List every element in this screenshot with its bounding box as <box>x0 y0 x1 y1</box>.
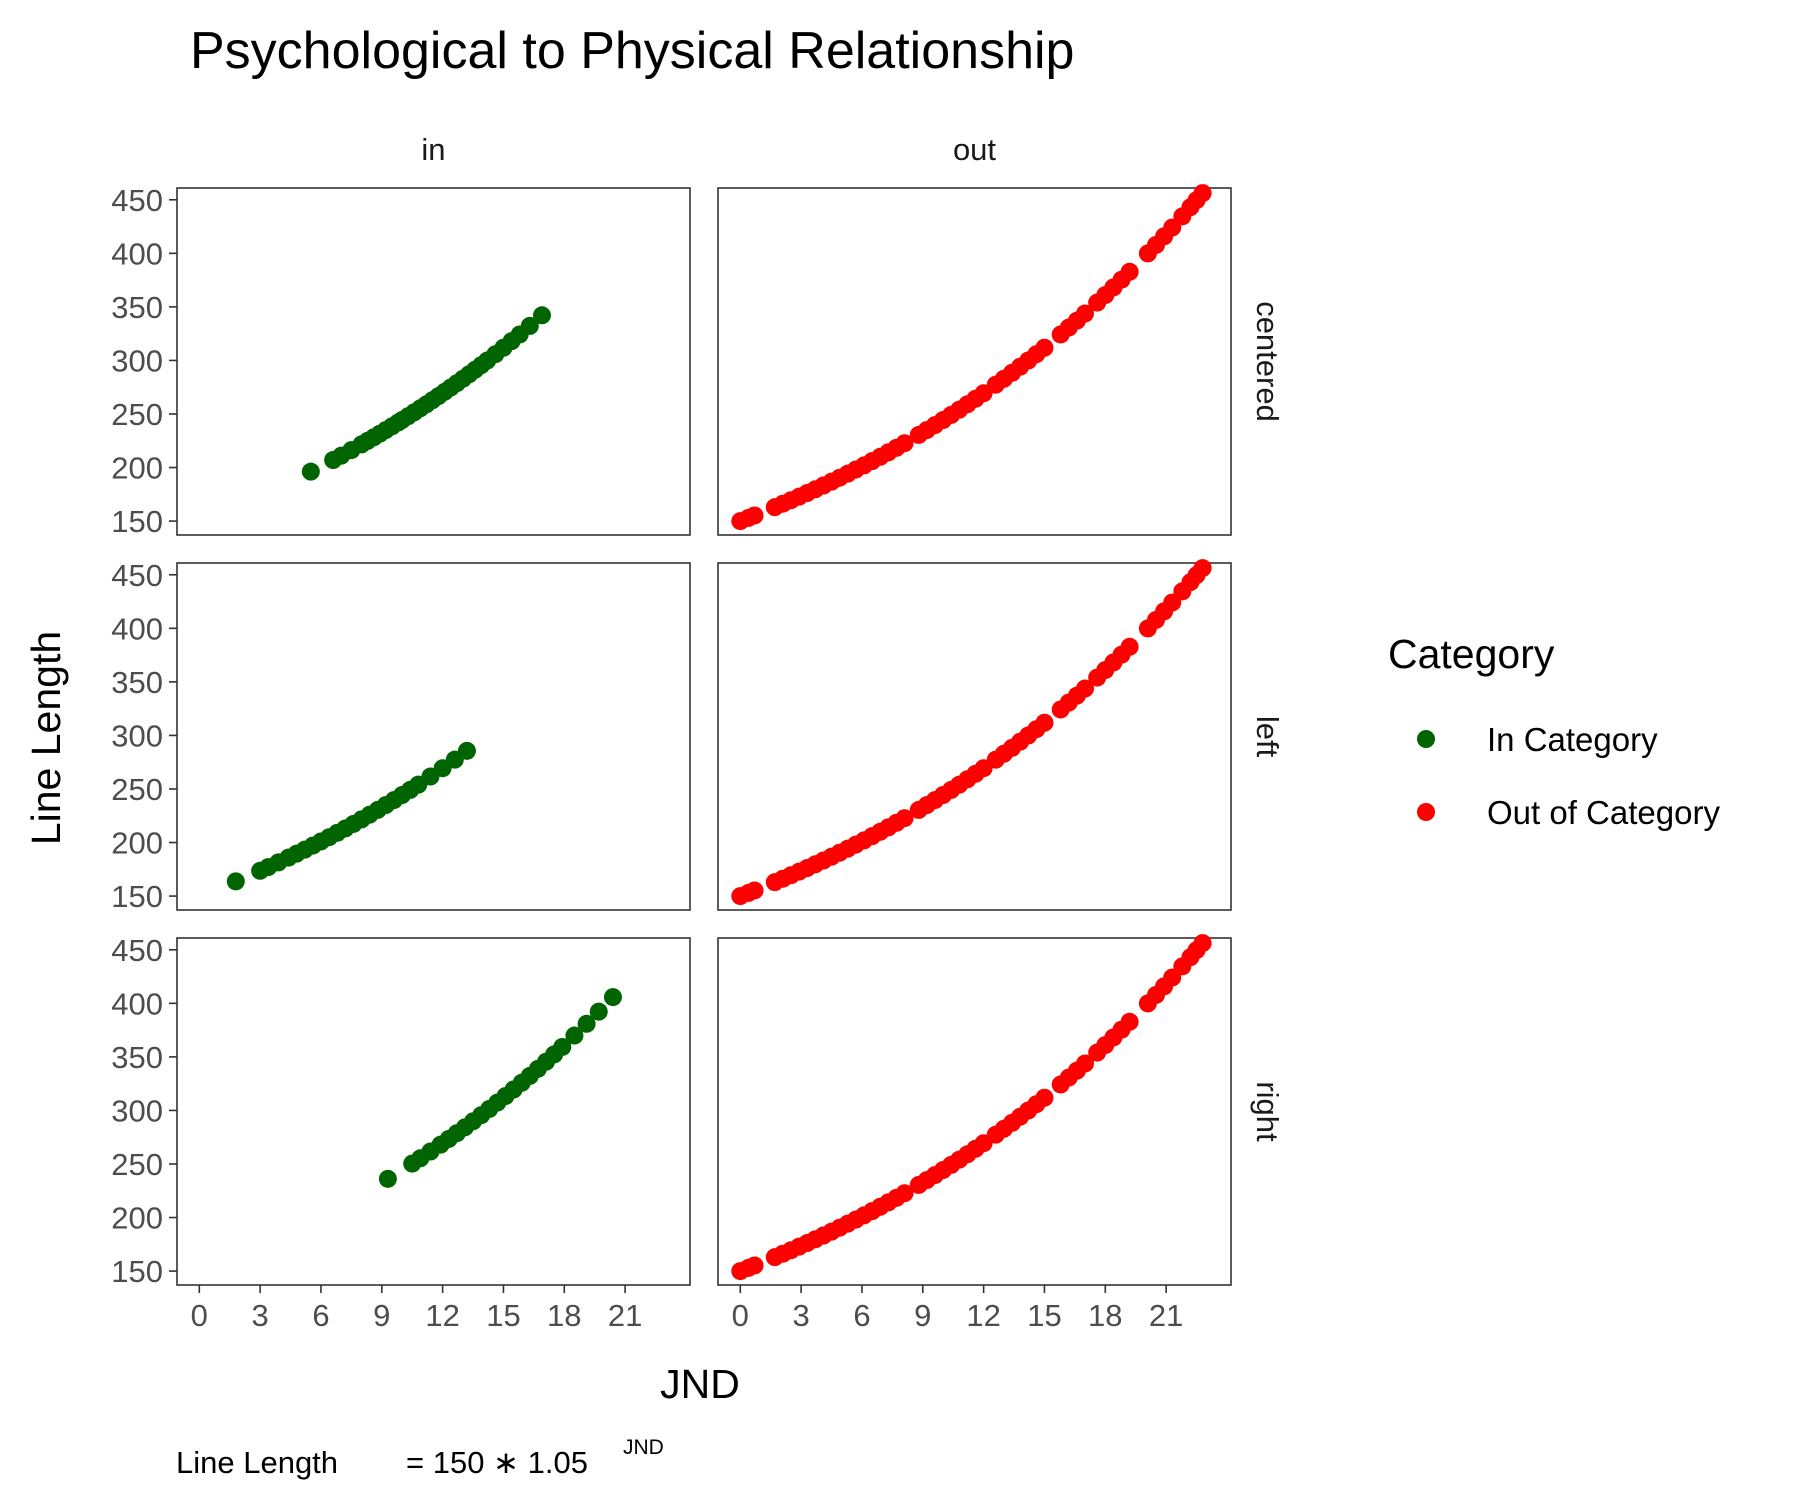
data-point <box>1035 338 1054 357</box>
y-tick-label: 250 <box>111 397 163 432</box>
y-tick-label: 150 <box>111 879 163 914</box>
legend-key-in-category <box>1417 730 1435 748</box>
data-point <box>457 741 476 760</box>
data-point <box>532 306 551 325</box>
x-tick-label: 15 <box>1027 1298 1061 1333</box>
legend-title: Category <box>1388 631 1555 677</box>
y-tick-label: 150 <box>111 504 163 539</box>
y-tick-label: 250 <box>111 1147 163 1182</box>
y-tick-label: 450 <box>111 933 163 968</box>
legend-key-out-of-category <box>1417 803 1435 821</box>
data-point <box>895 1184 914 1203</box>
y-tick-label: 400 <box>111 611 163 646</box>
data-point <box>565 1026 584 1045</box>
data-point <box>745 1256 764 1275</box>
data-point <box>895 434 914 453</box>
facet-row-label-centered: centered <box>1250 301 1285 422</box>
x-tick-label: 18 <box>547 1298 581 1333</box>
x-tick-label: 9 <box>914 1298 931 1333</box>
panel-centered-in <box>176 187 691 536</box>
y-axis-title: Line Length <box>23 631 69 845</box>
data-point <box>1076 1054 1095 1073</box>
data-point <box>301 462 320 481</box>
y-tick-label: 200 <box>111 451 163 486</box>
facet-panels: in outcenteredleftright150200250300350400… <box>111 132 1285 1333</box>
data-point <box>745 881 764 900</box>
x-tick-label: 0 <box>191 1298 208 1333</box>
facet-col-label-in: in <box>421 132 445 167</box>
x-axis-title: JND <box>660 1361 740 1407</box>
x-tick-label: 12 <box>425 1298 459 1333</box>
data-point <box>745 506 764 525</box>
legend-label-in-category: In Category <box>1487 721 1658 758</box>
y-tick-label: 300 <box>111 1093 163 1128</box>
y-tick-label: 300 <box>111 343 163 378</box>
y-tick-label: 400 <box>111 236 163 271</box>
caption-lhs: Line Length <box>176 1445 338 1480</box>
panel-left-in <box>176 562 691 911</box>
legend: Category In Category Out of Category <box>1388 631 1720 831</box>
y-tick-label: 200 <box>111 826 163 861</box>
x-tick-label: 6 <box>312 1298 329 1333</box>
x-tick-label: 12 <box>966 1298 1000 1333</box>
data-point <box>226 872 245 891</box>
x-tick-label: 9 <box>373 1298 390 1333</box>
data-point <box>1120 1012 1139 1031</box>
x-tick-label: 18 <box>1088 1298 1122 1333</box>
data-point <box>520 316 539 335</box>
y-tick-label: 350 <box>111 1040 163 1075</box>
y-tick-label: 200 <box>111 1201 163 1236</box>
y-tick-label: 450 <box>111 183 163 218</box>
formula-caption: Line Length = 150 ∗ 1.05 JND <box>176 1436 664 1480</box>
x-tick-label: 0 <box>732 1298 749 1333</box>
data-point <box>1193 559 1212 578</box>
caption-rhs: = 150 ∗ 1.05 <box>406 1445 588 1480</box>
facet-col-label-out: out <box>953 132 996 167</box>
data-point <box>589 1002 608 1021</box>
y-tick-label: 400 <box>111 986 163 1021</box>
data-point <box>603 988 622 1007</box>
legend-label-out-of-category: Out of Category <box>1487 794 1720 831</box>
data-point <box>1076 304 1095 323</box>
y-tick-label: 450 <box>111 558 163 593</box>
data-point <box>895 809 914 828</box>
data-point <box>577 1014 596 1033</box>
data-point <box>1120 637 1139 656</box>
x-tick-label: 21 <box>608 1298 642 1333</box>
data-point <box>1193 934 1212 953</box>
y-tick-label: 250 <box>111 772 163 807</box>
y-tick-label: 300 <box>111 718 163 753</box>
caption-exponent: JND <box>623 1436 664 1459</box>
y-tick-label: 350 <box>111 290 163 325</box>
y-tick-label: 350 <box>111 665 163 700</box>
data-point <box>1035 1088 1054 1107</box>
data-point <box>1193 184 1212 203</box>
chart-title: Psychological to Physical Relationship <box>190 22 1074 80</box>
data-point <box>1120 262 1139 281</box>
data-point <box>1035 713 1054 732</box>
x-tick-label: 21 <box>1149 1298 1183 1333</box>
x-tick-label: 6 <box>853 1298 870 1333</box>
facet-row-label-right: right <box>1250 1081 1285 1142</box>
x-tick-label: 3 <box>252 1298 269 1333</box>
facet-row-label-left: left <box>1250 716 1285 758</box>
data-point <box>378 1169 397 1188</box>
x-tick-label: 3 <box>793 1298 810 1333</box>
y-tick-label: 150 <box>111 1254 163 1289</box>
x-tick-label: 15 <box>486 1298 520 1333</box>
data-point <box>1076 679 1095 698</box>
data-point <box>553 1037 572 1056</box>
